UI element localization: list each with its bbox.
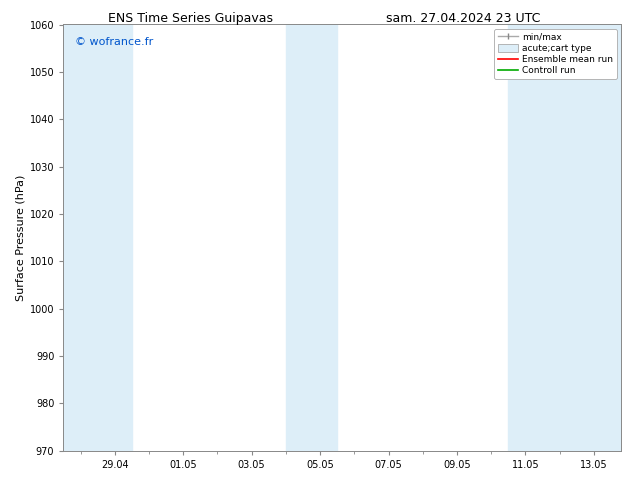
Y-axis label: Surface Pressure (hPa): Surface Pressure (hPa) (16, 174, 25, 301)
Bar (286, 24, 337, 451)
Text: ENS Time Series Guipavas: ENS Time Series Guipavas (108, 12, 273, 25)
Bar (508, 24, 621, 451)
Bar (63, 24, 132, 451)
Legend: min/max, acute;cart type, Ensemble mean run, Controll run: min/max, acute;cart type, Ensemble mean … (495, 29, 617, 79)
Text: sam. 27.04.2024 23 UTC: sam. 27.04.2024 23 UTC (385, 12, 540, 25)
Text: © wofrance.fr: © wofrance.fr (75, 37, 153, 48)
